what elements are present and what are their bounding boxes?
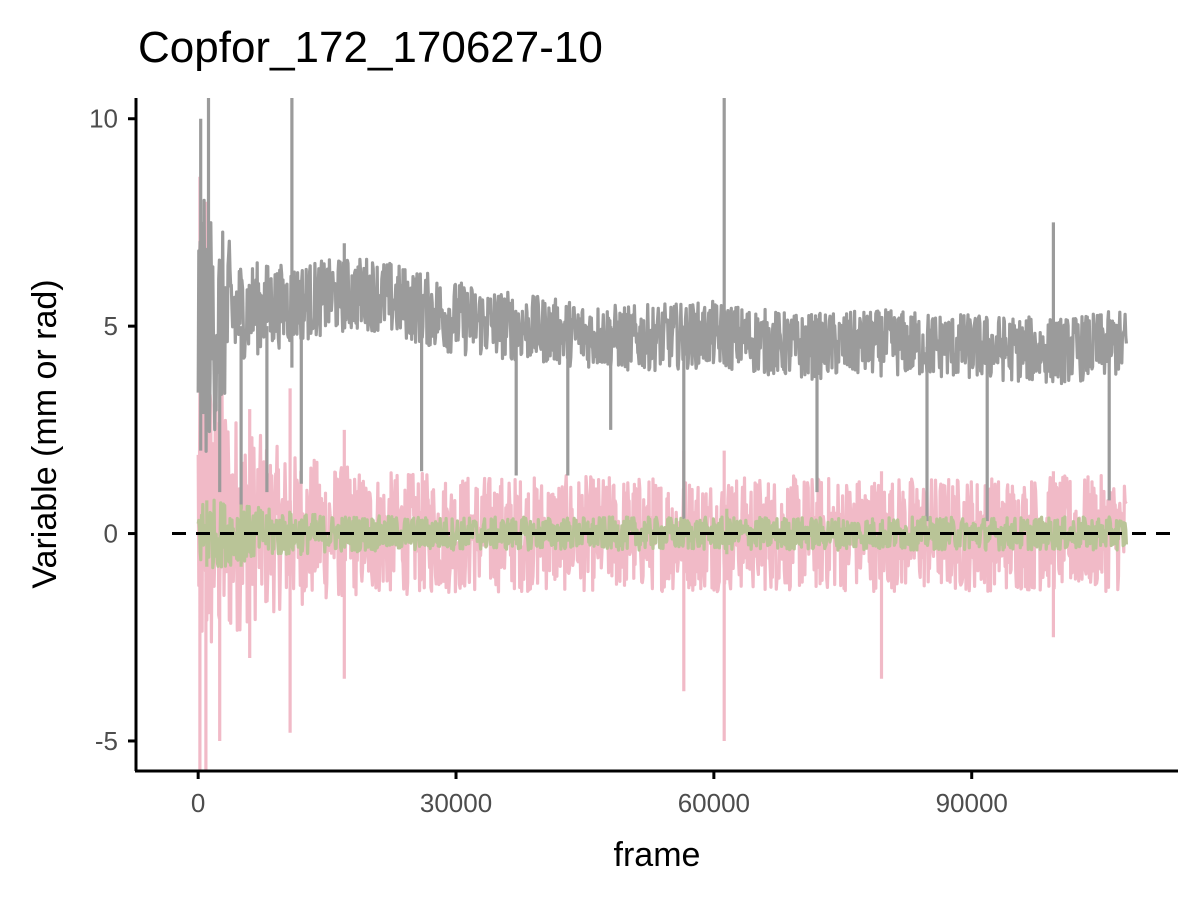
series-layer [196, 98, 1128, 770]
chart-title: Copfor_172_170627-10 [138, 23, 603, 72]
x-tick-label: 60000 [678, 788, 750, 818]
x-tick-label: 0 [191, 788, 205, 818]
series-pink-trace [196, 176, 1128, 770]
y-tick-label: 0 [104, 519, 118, 549]
x-axis-label: frame [614, 836, 701, 874]
x-tick-label: 30000 [420, 788, 492, 818]
y-tick-label: 5 [104, 311, 118, 341]
x-tick-label: 90000 [936, 788, 1008, 818]
y-axis-ticks: -5 0 5 10 [89, 104, 136, 756]
y-tick-label: 10 [89, 104, 118, 134]
series-gray-trace [196, 98, 1128, 522]
y-tick-label: -5 [95, 726, 118, 756]
y-axis-label: Variable (mm or rad) [26, 279, 64, 588]
x-axis-ticks: 0 30000 60000 90000 [191, 771, 1008, 818]
